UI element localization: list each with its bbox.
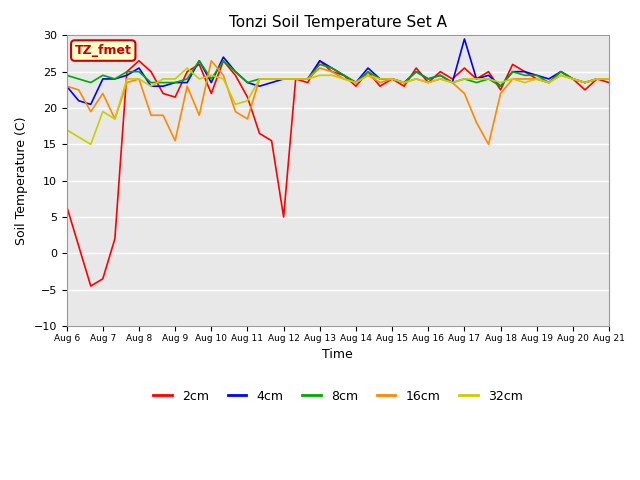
X-axis label: Time: Time [323,348,353,361]
Y-axis label: Soil Temperature (C): Soil Temperature (C) [15,117,28,245]
Legend: 2cm, 4cm, 8cm, 16cm, 32cm: 2cm, 4cm, 8cm, 16cm, 32cm [148,384,527,408]
Text: TZ_fmet: TZ_fmet [75,44,132,57]
Title: Tonzi Soil Temperature Set A: Tonzi Soil Temperature Set A [229,15,447,30]
